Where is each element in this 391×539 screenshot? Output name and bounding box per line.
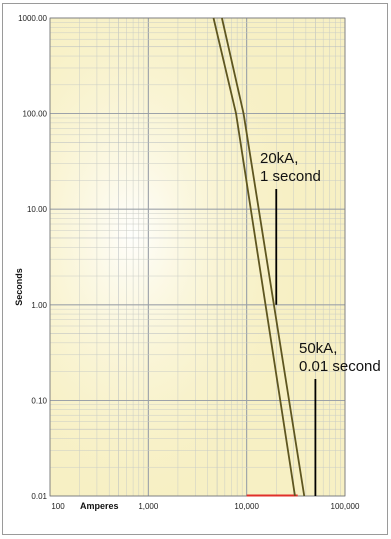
series-layer [212,17,306,497]
annotation-label-line: 20kA, [260,150,298,167]
y-tick-label: 10.00 [27,205,48,214]
y-tick-label: 1.00 [31,301,47,310]
series-line-1 [212,17,296,497]
plot-border [49,17,346,497]
y-tick-label: 0.01 [31,492,47,501]
x-axis-title: Amperes [80,501,119,511]
annotation-label-line: 50kA, [299,340,337,357]
y-tick-labels: 1000.00 100.00 10.00 1.00 0.10 0.01 [18,14,47,501]
y-tick-label: 100.00 [23,110,48,119]
series-line-2 [221,17,306,497]
x-tick-label: 100,000 [331,502,360,511]
y-tick-label: 1000.00 [18,14,47,23]
x-tick-label: 100 [51,502,65,511]
annotation-label-line: 0.01 second [299,358,381,375]
x-tick-labels: 100 1,000 10,000 100,000 [51,502,360,511]
annotation-label-line: 1 second [260,168,321,185]
y-tick-label: 0.10 [31,396,47,405]
annotation-layer: 20kA,1 second 50kA,0.01 second [260,150,381,496]
plot-highlight [50,18,345,496]
x-tick-label: 10,000 [234,502,259,511]
x-tick-label: 1,000 [138,502,159,511]
y-axis-title: Seconds [14,268,24,306]
